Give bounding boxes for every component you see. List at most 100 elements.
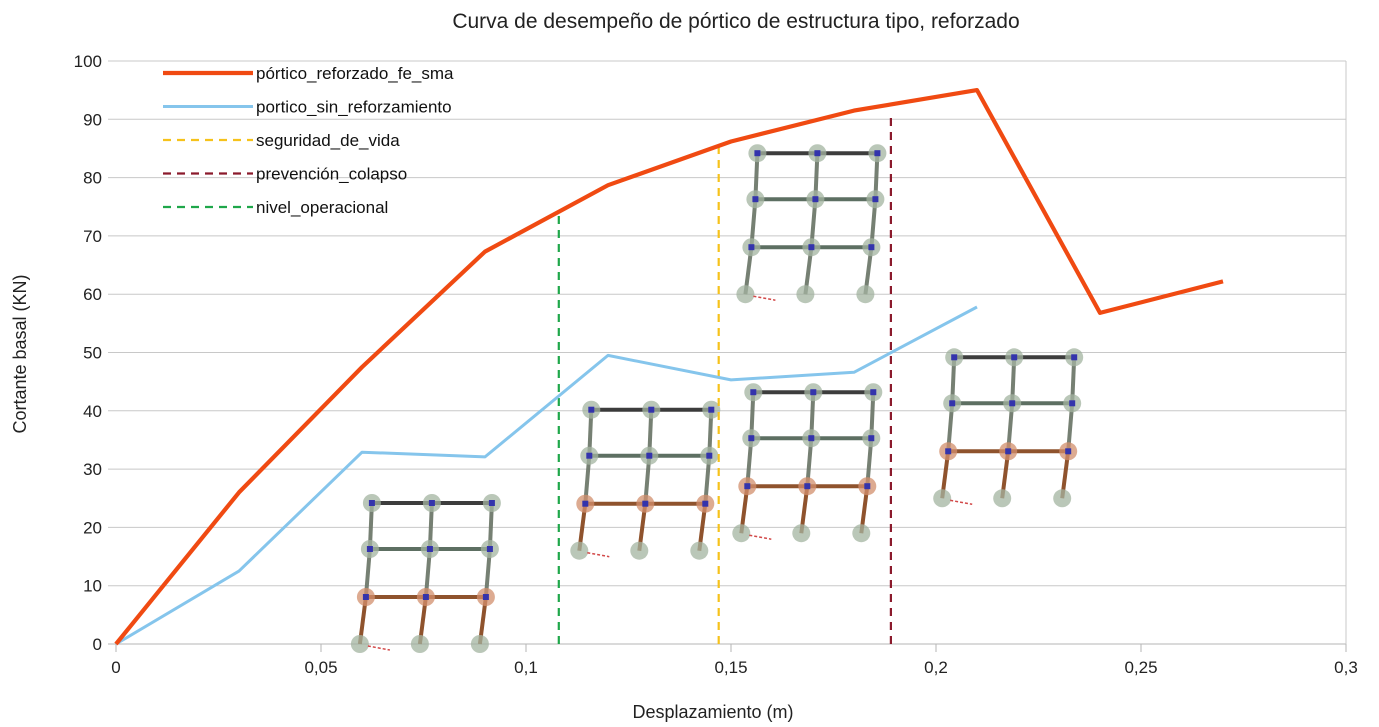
frame-node-marker (426, 546, 433, 552)
frame-joint (933, 489, 952, 508)
frame-node-marker (366, 546, 373, 552)
frame-joint (792, 524, 811, 543)
frame-node-marker (1071, 354, 1078, 361)
axis-ticks: 0 10 20 30 40 50 60 70 80 90 100 0 0,05 0,1 0,15 0,2 0,2… (74, 52, 1358, 677)
frame-node-marker (588, 406, 595, 413)
y-tick-label: 80 (83, 169, 102, 188)
frame-joint (993, 489, 1012, 508)
y-tick-label: 10 (83, 577, 102, 596)
frame-node-marker (748, 244, 755, 251)
legend-label: seguridad_de_vida (256, 131, 400, 150)
frame-node-marker (870, 389, 877, 396)
frame-joint (732, 524, 751, 543)
frame-node-marker (702, 500, 709, 507)
frame-joint (1053, 489, 1072, 508)
frame-diagram (736, 144, 887, 304)
y-tick-label: 70 (83, 227, 102, 246)
y-tick-label: 90 (83, 110, 102, 129)
x-tick-label: 0,1 (514, 658, 538, 677)
frame-joint (470, 635, 489, 653)
y-axis-label: Cortante basal (KN) (10, 274, 30, 433)
legend-label: portico_sin_reforzamiento (256, 98, 452, 117)
frame-node-marker (868, 244, 875, 251)
frame-node-marker (808, 244, 815, 251)
frame-joint (690, 541, 709, 560)
frame-node-marker (812, 196, 819, 203)
frame-joint (630, 541, 649, 560)
frame-node-marker (642, 500, 649, 507)
frame-joint (570, 541, 589, 560)
legend-label: nivel_operacional (256, 198, 388, 217)
frame-joint (856, 285, 875, 304)
legend-label: pórtico_reforzado_fe_sma (256, 64, 454, 83)
x-axis-label: Desplazamiento (m) (632, 702, 793, 722)
frame-node-marker (748, 435, 755, 442)
grid (108, 60, 1347, 652)
frame-node-marker (1009, 400, 1016, 407)
y-tick-label: 60 (83, 285, 102, 304)
frame-diagram (350, 494, 501, 653)
frame-node-marker (754, 150, 761, 157)
frame-diagram (732, 383, 883, 543)
legend-label: prevención_colapso (256, 165, 407, 184)
frame-displacement-arrow (367, 645, 391, 651)
frame-node-marker (428, 500, 435, 506)
frame-node-marker (1011, 354, 1018, 361)
x-tick-label: 0,2 (924, 658, 948, 677)
frame-node-marker (951, 354, 958, 361)
frame-node-marker (646, 452, 653, 459)
frame-node-marker (744, 483, 751, 490)
x-tick-label: 0,3 (1334, 658, 1358, 677)
frame-node-marker (1069, 400, 1076, 407)
x-tick-label: 0,25 (1124, 658, 1157, 677)
frame-node-marker (422, 594, 429, 600)
series-lines (114, 88, 1224, 646)
frame-node-marker (706, 452, 713, 459)
x-tick-label: 0 (111, 658, 120, 677)
frame-node-marker (486, 546, 493, 552)
y-tick-label: 30 (83, 460, 102, 479)
frame-node-marker (1065, 448, 1072, 455)
y-tick-label: 20 (83, 518, 102, 537)
frame-node-marker (750, 389, 757, 396)
y-tick-label: 50 (83, 344, 102, 363)
legend: pórtico_reforzado_fe_sma portico_sin_refo… (163, 64, 454, 217)
frame-diagram (570, 400, 721, 560)
frame-node-marker (872, 196, 879, 203)
x-tick-label: 0,05 (304, 658, 337, 677)
frame-node-marker (874, 150, 881, 157)
y-tick-label: 100 (74, 52, 102, 71)
frame-node-marker (752, 196, 759, 203)
frame-joint (736, 285, 755, 304)
chart-title: Curva de desempeño de pórtico de estruct… (452, 10, 1019, 33)
frame-node-marker (488, 500, 495, 506)
frame-node-marker (810, 389, 817, 396)
frame-joint (410, 635, 429, 653)
frame-node-marker (868, 435, 875, 442)
frame-node-marker (814, 150, 821, 157)
frame-joint (350, 635, 369, 653)
frame-node-marker (949, 400, 956, 407)
series-line-portico_sin_reforzamiento (115, 305, 978, 646)
frame-node-marker (482, 594, 489, 600)
frame-displacement-arrow (587, 551, 610, 558)
frame-node-marker (945, 448, 952, 455)
frame-diagrams (350, 144, 1084, 653)
frame-joint (796, 285, 815, 304)
frame-node-marker (582, 500, 589, 507)
frame-node-marker (1005, 448, 1012, 455)
frame-displacement-arrow (950, 499, 973, 506)
frame-node-marker (864, 483, 871, 490)
frame-joint (852, 524, 871, 543)
y-tick-label: 40 (83, 402, 102, 421)
x-tick-label: 0,15 (714, 658, 747, 677)
frame-node-marker (808, 435, 815, 442)
series-line-pórtico_reforzado_fe_sma (114, 88, 1224, 646)
frame-node-marker (368, 500, 375, 506)
frame-node-marker (648, 406, 655, 413)
frame-node-marker (362, 594, 369, 600)
frame-node-marker (804, 483, 811, 490)
frame-diagram (933, 348, 1084, 508)
